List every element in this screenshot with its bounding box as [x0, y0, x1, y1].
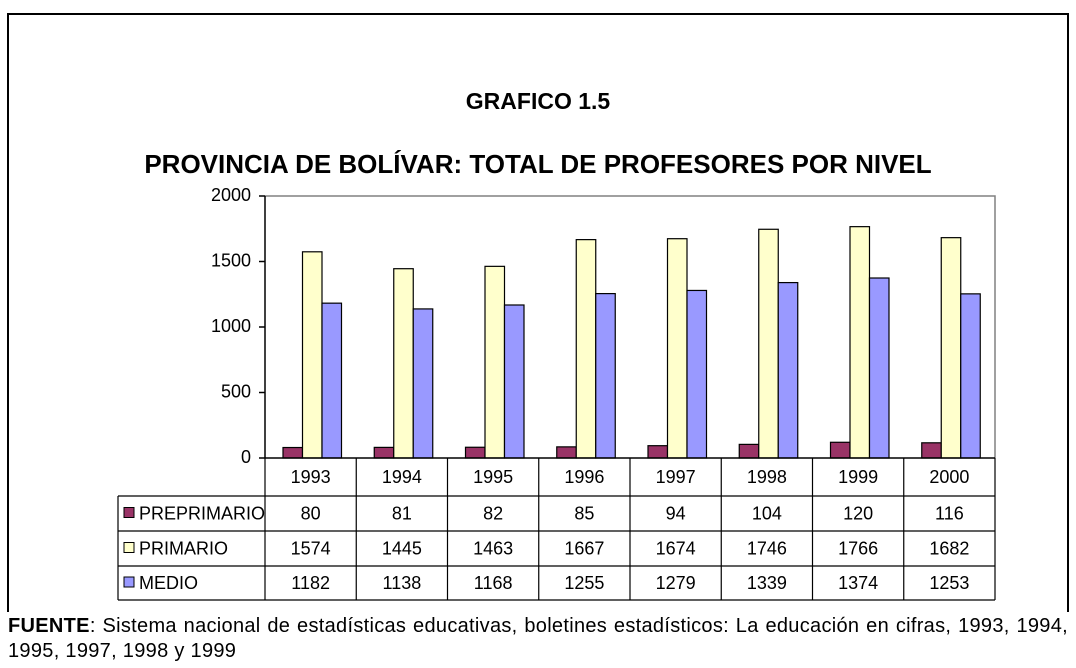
table-value: 104 [752, 503, 782, 523]
bar [686, 289, 708, 459]
bar [393, 268, 414, 459]
x-tick-label: 1999 [838, 467, 878, 487]
frame [7, 13, 1069, 612]
bar [647, 445, 669, 459]
bar [301, 251, 323, 459]
bar [940, 237, 962, 459]
legend-label: MEDIO [139, 573, 198, 593]
table-value: 1667 [564, 538, 604, 558]
table-value: 94 [666, 503, 686, 523]
x-tick-label: 1994 [382, 467, 422, 487]
table-value: 120 [843, 503, 873, 523]
bar [282, 446, 304, 459]
x-tick-label: 1998 [747, 467, 787, 487]
bar [321, 302, 343, 459]
bar [849, 226, 871, 459]
table-value: 1746 [747, 538, 787, 558]
bar [464, 446, 486, 459]
legend-label: PREPRIMARIO [139, 503, 265, 523]
table-value: 1766 [838, 538, 878, 558]
x-tick-label: 2000 [929, 467, 969, 487]
table-value: 1138 [383, 573, 422, 593]
bar [666, 238, 688, 459]
table-value: 1682 [929, 538, 969, 558]
bar [373, 446, 395, 459]
bar [556, 446, 577, 459]
source-label: FUENTE [8, 615, 90, 637]
bar [503, 304, 525, 459]
x-tick-label: 1993 [291, 467, 331, 487]
table-value: 1445 [382, 538, 422, 558]
bar [758, 228, 779, 459]
table-value: 1339 [747, 573, 787, 593]
bar [777, 281, 799, 459]
bar [412, 308, 434, 459]
y-tick-label: 500 [221, 381, 251, 401]
bar [738, 443, 760, 459]
table-value: 1168 [474, 573, 513, 593]
bar [575, 239, 597, 459]
table-value: 1374 [838, 573, 878, 593]
x-tick-label: 1995 [473, 467, 513, 487]
table-value: 1182 [291, 573, 330, 593]
x-tick-label: 1997 [656, 467, 696, 487]
bar [595, 292, 616, 459]
table-value: 81 [392, 503, 412, 523]
x-tick-label: 1996 [564, 467, 604, 487]
y-tick-label: 1500 [211, 250, 251, 270]
table-value: 1463 [473, 538, 513, 558]
plot-border [265, 195, 996, 458]
legend-label: PRIMARIO [139, 538, 228, 558]
chart-subtitle: PROVINCIA DE BOLÍVAR: TOTAL DE PROFESORE… [144, 149, 931, 179]
table-value: 80 [301, 503, 321, 523]
source-note: FUENTE: Sistema nacional de estadísticas… [8, 614, 1068, 664]
source-text: : Sistema nacional de estadísticas educa… [8, 615, 1068, 662]
bar [921, 442, 942, 459]
table-value: 85 [574, 503, 594, 523]
legend-swatch [123, 576, 135, 588]
legend-swatch [123, 542, 135, 553]
bar [484, 265, 506, 459]
bar [829, 441, 851, 459]
chart-title: GRAFICO 1.5 [466, 88, 611, 114]
y-tick-label: 1000 [211, 316, 251, 336]
table-value: 1674 [656, 538, 696, 558]
table-value: 1253 [929, 573, 969, 593]
table-value: 1279 [656, 573, 696, 593]
y-tick-label: 2000 [211, 185, 251, 205]
table-value: 116 [935, 503, 964, 523]
legend-swatch [123, 507, 135, 518]
table-value: 82 [483, 503, 503, 523]
table-value: 1574 [291, 538, 331, 558]
bar [960, 293, 981, 459]
table-value: 1255 [564, 573, 604, 593]
y-tick-label: 0 [241, 447, 251, 467]
bar [868, 277, 890, 459]
